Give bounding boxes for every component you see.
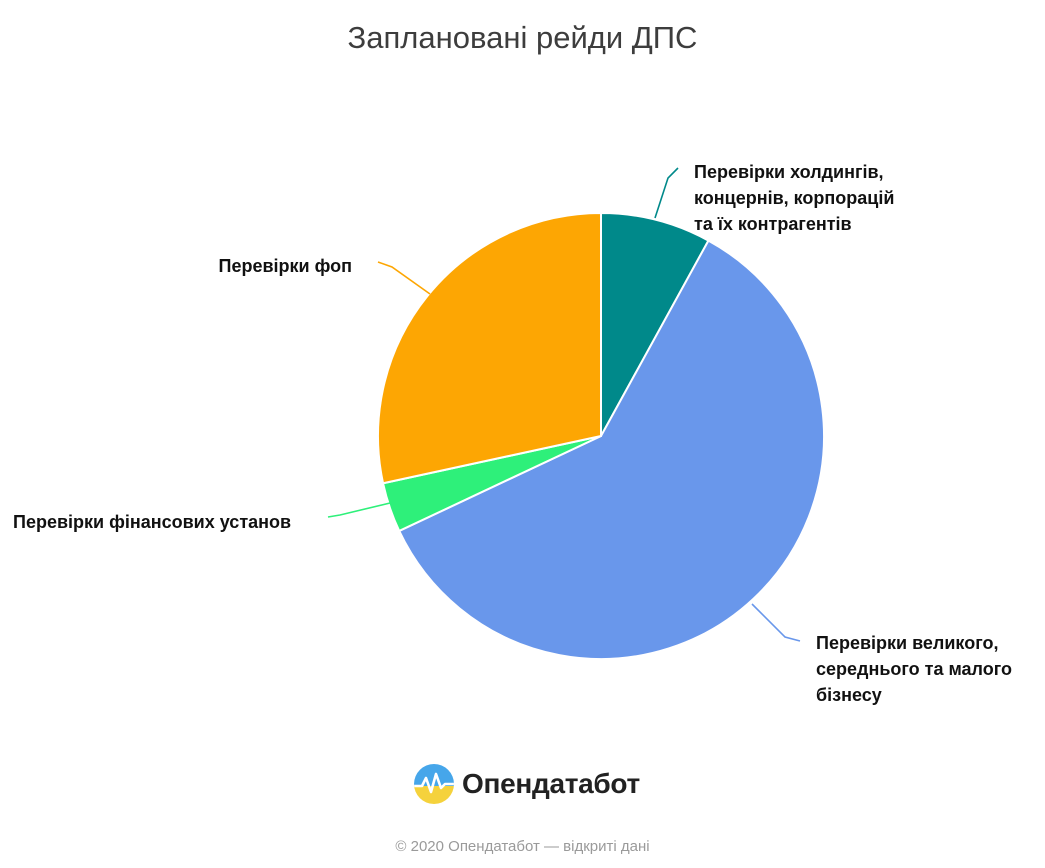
copyright-text: © 2020 Опендатабот — відкриті дані — [395, 838, 650, 855]
slice-label-line: Перевірки фоп — [219, 256, 352, 276]
leader-line — [751, 603, 801, 642]
slice-label-line: Перевірки фінансових установ — [13, 512, 291, 532]
slice-label-line: Перевірки великого, — [816, 633, 998, 653]
slice-label: Перевірки фоп — [219, 256, 352, 276]
pie-slice — [397, 239, 825, 660]
leader-lines — [327, 167, 801, 642]
slice-label-line: концернів, корпорацій — [694, 188, 894, 208]
slice-label-line: бізнесу — [816, 685, 882, 705]
slice-labels: Перевірки холдингів, концернів, корпораці… — [13, 162, 1012, 705]
brand-name: Опендатабот — [462, 768, 640, 799]
pie-slice — [377, 211, 602, 485]
slice-label: Перевірки великого, середнього та малого б… — [816, 633, 1012, 705]
slice-label: Перевірки фінансових установ — [13, 512, 291, 532]
opendatabot-logo-icon — [414, 764, 454, 804]
leader-line — [377, 261, 431, 295]
pie-slice — [600, 211, 710, 437]
slice-label-line: середнього та малого — [816, 659, 1012, 679]
slice-label: Перевірки холдингів, концернів, корпораці… — [694, 162, 894, 234]
slice-label-line: та їх контрагентів — [694, 214, 852, 234]
leader-line — [654, 167, 679, 219]
chart-title: Заплановані рейди ДПС — [347, 20, 698, 55]
leader-line — [327, 502, 391, 518]
brand: Опендатабот — [412, 760, 640, 808]
slice-label-line: Перевірки холдингів, — [694, 162, 884, 182]
pie-slices — [377, 211, 825, 660]
